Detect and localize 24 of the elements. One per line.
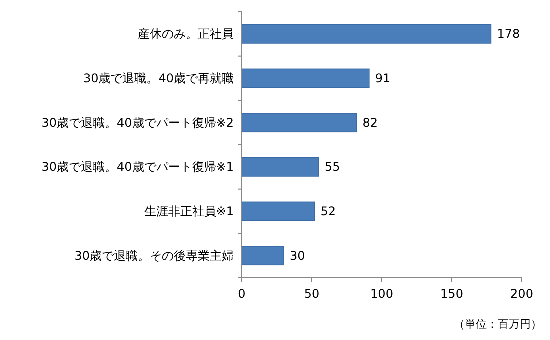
- data-label: 30: [290, 248, 306, 263]
- x-tick-label: 50: [304, 287, 320, 301]
- x-tick-label: 0: [238, 287, 246, 301]
- data-label: 52: [320, 204, 336, 218]
- y-tick-label: 生涯非正社員※1: [144, 204, 234, 218]
- y-tick-label: 30歳で退職。40歳でパート復帰※1: [42, 160, 234, 174]
- data-label: 91: [375, 72, 391, 86]
- bar: [242, 113, 358, 133]
- x-tick-label: 150: [440, 287, 464, 301]
- y-tick-label: 30歳で退職。40歳で再就職: [83, 72, 234, 86]
- x-tick-label: 200: [510, 287, 534, 301]
- y-tick-label: 産休のみ。正社員: [138, 27, 234, 42]
- data-label: 178: [497, 27, 520, 42]
- bar: [242, 246, 284, 266]
- y-tick-label: 30歳で退職。40歳でパート復帰※2: [42, 116, 234, 130]
- bar: [242, 24, 492, 44]
- data-label: 82: [362, 116, 378, 130]
- bar: [242, 202, 316, 222]
- bar: [242, 157, 320, 177]
- y-tick-label: 30歳で退職。その後専業主婦: [74, 248, 234, 263]
- x-tick-label: 100: [370, 287, 394, 301]
- data-label: 55: [325, 160, 340, 174]
- bar: [242, 68, 370, 88]
- text: （単位：百万円）: [454, 318, 542, 331]
